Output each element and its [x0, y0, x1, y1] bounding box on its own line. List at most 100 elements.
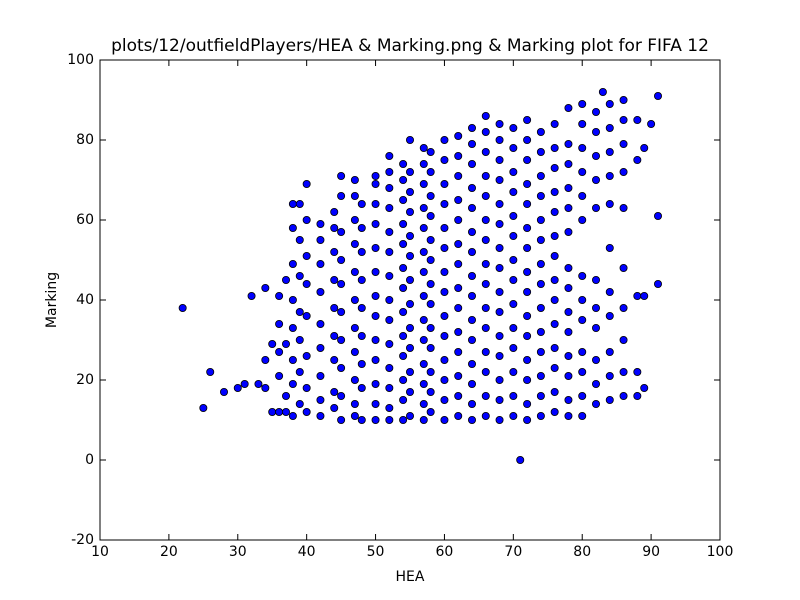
point	[275, 347, 284, 356]
point	[454, 411, 463, 420]
point	[350, 323, 359, 332]
point	[495, 307, 504, 316]
point	[578, 191, 587, 200]
point	[419, 335, 428, 344]
point	[516, 455, 525, 464]
point	[399, 175, 408, 184]
point	[467, 315, 476, 324]
point	[419, 379, 428, 388]
point	[440, 155, 449, 164]
point	[275, 319, 284, 328]
point	[371, 179, 380, 188]
point	[467, 271, 476, 280]
point	[619, 367, 628, 376]
point	[536, 235, 545, 244]
point	[419, 415, 428, 424]
point	[619, 203, 628, 212]
y-tick-label: 40	[76, 292, 94, 308]
point	[385, 167, 394, 176]
point	[605, 347, 614, 356]
point	[647, 120, 656, 129]
point	[454, 195, 463, 204]
point	[467, 139, 476, 148]
point	[440, 355, 449, 364]
point	[509, 211, 518, 220]
point	[288, 411, 297, 420]
point	[481, 259, 490, 268]
point	[509, 343, 518, 352]
point	[371, 415, 380, 424]
point	[440, 243, 449, 252]
point	[337, 227, 346, 236]
point	[426, 191, 435, 200]
point	[440, 179, 449, 188]
point	[550, 187, 559, 196]
point	[385, 183, 394, 192]
point	[550, 363, 559, 372]
point	[536, 347, 545, 356]
point	[509, 323, 518, 332]
point	[357, 415, 366, 424]
point	[454, 347, 463, 356]
point	[350, 215, 359, 224]
point	[564, 227, 573, 236]
point	[330, 207, 339, 216]
point	[467, 399, 476, 408]
point	[523, 267, 532, 276]
point	[426, 255, 435, 264]
point	[523, 199, 532, 208]
point	[481, 112, 490, 121]
point	[440, 375, 449, 384]
point	[481, 391, 490, 400]
point	[330, 247, 339, 256]
point	[605, 147, 614, 156]
point	[440, 287, 449, 296]
point	[495, 120, 504, 129]
point	[316, 259, 325, 268]
point	[405, 231, 414, 240]
point	[550, 387, 559, 396]
point	[467, 291, 476, 300]
point	[550, 143, 559, 152]
point	[440, 223, 449, 232]
point	[337, 279, 346, 288]
point	[495, 395, 504, 404]
point	[281, 339, 290, 348]
point	[440, 395, 449, 404]
point	[454, 171, 463, 180]
point	[536, 371, 545, 380]
point	[337, 191, 346, 200]
point	[316, 343, 325, 352]
point	[467, 247, 476, 256]
point	[619, 391, 628, 400]
point	[605, 311, 614, 320]
point	[385, 383, 394, 392]
point	[440, 415, 449, 424]
point	[288, 295, 297, 304]
point	[330, 387, 339, 396]
point	[405, 411, 414, 420]
x-tick-label: 80	[573, 544, 591, 560]
point	[481, 147, 490, 156]
point	[426, 387, 435, 396]
point	[619, 335, 628, 344]
point	[564, 327, 573, 336]
point	[523, 243, 532, 252]
point	[302, 311, 311, 320]
point	[454, 391, 463, 400]
point	[495, 287, 504, 296]
point	[523, 375, 532, 384]
point	[495, 175, 504, 184]
point	[454, 303, 463, 312]
point	[233, 383, 242, 392]
point	[605, 287, 614, 296]
point	[467, 379, 476, 388]
point	[295, 271, 304, 280]
point	[564, 203, 573, 212]
point	[523, 331, 532, 340]
point	[419, 315, 428, 324]
point	[481, 323, 490, 332]
point	[399, 263, 408, 272]
point	[523, 399, 532, 408]
point	[481, 347, 490, 356]
